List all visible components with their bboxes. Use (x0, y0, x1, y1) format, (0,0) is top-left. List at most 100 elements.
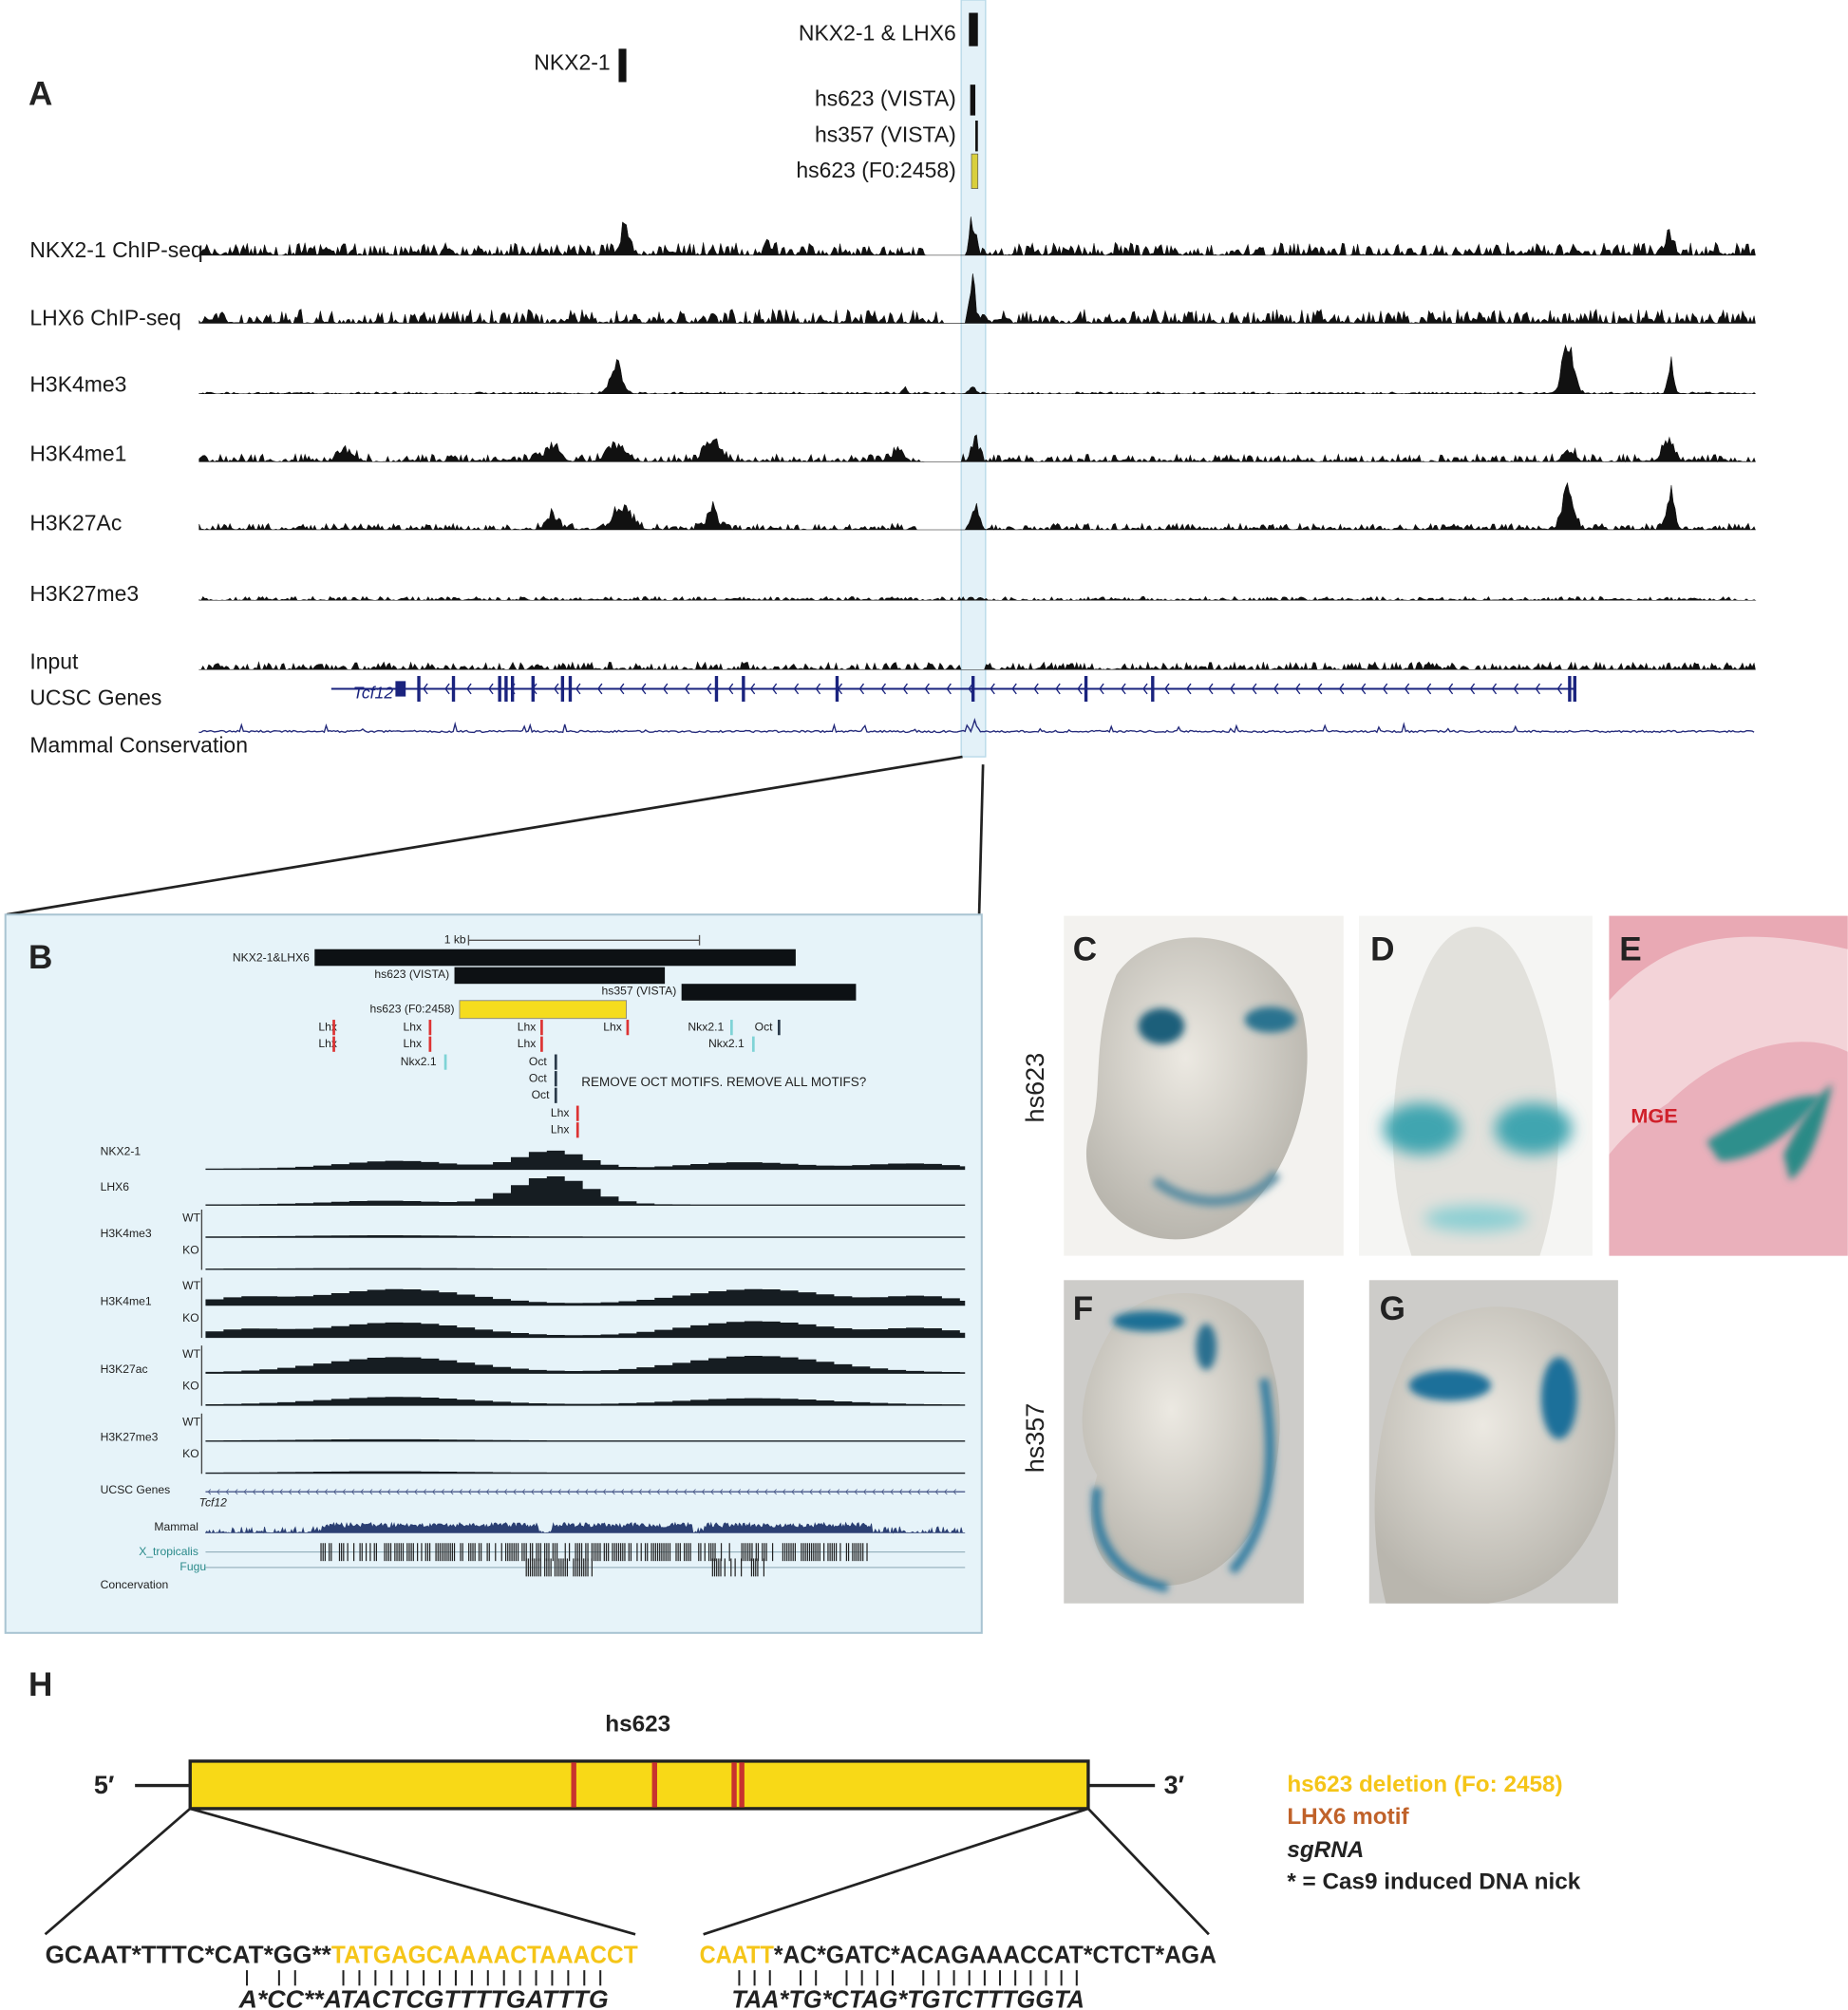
region-label: hs623 (VISTA) (374, 967, 449, 981)
region-label: hs357 (VISTA) (602, 985, 677, 998)
tracks-b: LhxLhxLhxLhxNkx2.1LhxLhxOctOctOctLhxLhxL… (101, 1020, 966, 1577)
track-label: Fugu (179, 1560, 206, 1573)
track-label: NKX2-1 (101, 1144, 141, 1157)
profile-track (205, 1150, 966, 1171)
track-label: Input (29, 649, 79, 674)
strand-arrow (1208, 683, 1214, 695)
motif-label: Oct (529, 1055, 548, 1068)
gene-exon (1573, 675, 1576, 702)
strand-arrow (647, 1489, 651, 1495)
profile-track (205, 1397, 966, 1406)
track-label: H3K4me3 (101, 1227, 152, 1240)
strand-arrow (662, 683, 669, 695)
strand-arrow (477, 1489, 481, 1495)
strand-arrow (990, 683, 995, 695)
strand-arrow (706, 683, 712, 695)
row-label: hs357 (1021, 1403, 1049, 1474)
mge-label: MGE (1631, 1103, 1677, 1127)
motif-label: Lhx (403, 1020, 422, 1033)
motif-mark (554, 1071, 557, 1087)
sequence-part: GCAAT*TTTC*CAT*GG** (46, 1942, 331, 1968)
panel-b-box (4, 913, 983, 1634)
strand-arrow (495, 1489, 499, 1495)
strand-arrow (862, 1489, 867, 1495)
profile-track (205, 1321, 966, 1339)
region-bar (454, 967, 666, 985)
strand-arrow (449, 1489, 454, 1495)
region-label: hs357 (VISTA) (815, 122, 956, 146)
strand-arrow (809, 1489, 813, 1495)
strand-arrow (727, 683, 734, 695)
motif-label: Lhx (318, 1020, 337, 1033)
photo-f (1064, 1280, 1304, 1604)
end-label: 3′ (1164, 1771, 1185, 1799)
profile-track (205, 1235, 966, 1238)
signal-track (198, 216, 1756, 256)
panel-label: A (28, 76, 52, 113)
strand-arrow (594, 1489, 597, 1495)
strand-arrow (630, 1489, 633, 1495)
strand-arrow (378, 1489, 382, 1495)
strand-arrow (916, 1489, 921, 1495)
track-label: Concervation (101, 1578, 169, 1591)
strand-arrow (815, 683, 821, 695)
strand-arrow (1252, 683, 1257, 695)
region-label: hs623 (VISTA) (815, 85, 956, 110)
strand-arrow (898, 1489, 903, 1495)
strand-arrow (557, 1489, 561, 1495)
strand-arrow (1382, 683, 1388, 695)
motif-mark (575, 1122, 579, 1138)
profile-track (205, 1268, 966, 1270)
motif-label: Nkx2.1 (688, 1020, 724, 1033)
signal-track (198, 481, 1756, 531)
strand-arrow (791, 1489, 795, 1495)
strand-arrow (1513, 683, 1519, 695)
strand-arrow (684, 683, 690, 695)
sequence-part: CAATT (700, 1942, 775, 1968)
panel-label: G (1380, 1290, 1405, 1327)
gene-exon (395, 681, 406, 697)
panel-label: C (1073, 931, 1097, 968)
region-label: NKX2-1 & LHX6 (799, 21, 956, 46)
strand-arrow (618, 683, 625, 695)
sequence: GCAAT*TTTC*CAT*GG**TATGAGCAAAACTAAACCT (46, 1942, 638, 1968)
strand-arrow (306, 1489, 311, 1495)
zoom-line (44, 1807, 1210, 1936)
row-label: hs623 (1021, 1053, 1049, 1123)
strand-arrow (880, 683, 887, 695)
strand-arrow (872, 1489, 876, 1495)
motif-label: Oct (529, 1071, 548, 1084)
gene-exon (498, 675, 501, 702)
panel-label: B (28, 939, 52, 976)
end-label: 5′ (94, 1771, 115, 1799)
strand-arrow (1360, 683, 1367, 695)
motif-mark (540, 1020, 543, 1036)
strand-arrow (1404, 683, 1410, 695)
note: REMOVE OCT MOTIFS. REMOVE ALL MOTIFS? (581, 1075, 866, 1089)
strand-arrow (1186, 683, 1192, 695)
panel-label: E (1619, 931, 1641, 968)
strand-arrow (288, 1489, 292, 1495)
strand-arrow (908, 1489, 912, 1495)
strand-arrow (539, 1489, 544, 1495)
motif-mark (554, 1087, 557, 1103)
track-label: UCSC Genes (101, 1483, 171, 1496)
track-label: Mammal Conservation (29, 732, 248, 757)
motif-label: Lhx (603, 1020, 622, 1033)
gene-exon (531, 675, 535, 702)
strand-arrow (261, 1489, 265, 1495)
strand-arrow (674, 1489, 678, 1495)
panel-label: F (1073, 1290, 1093, 1327)
gene-exon (714, 675, 719, 702)
condition-label: KO (182, 1380, 199, 1393)
region-bar (314, 949, 796, 967)
strand-arrow (405, 1489, 409, 1495)
strand-arrow (692, 1489, 696, 1495)
strand-arrow (554, 683, 559, 695)
strand-arrow (1273, 683, 1279, 695)
sequence-part: TATGAGCAAAACTAAACCT (331, 1942, 638, 1968)
strand-arrow (1121, 683, 1126, 695)
motif-label: Lhx (318, 1037, 337, 1050)
panel-label: D (1370, 931, 1394, 968)
strand-arrow (902, 683, 908, 695)
